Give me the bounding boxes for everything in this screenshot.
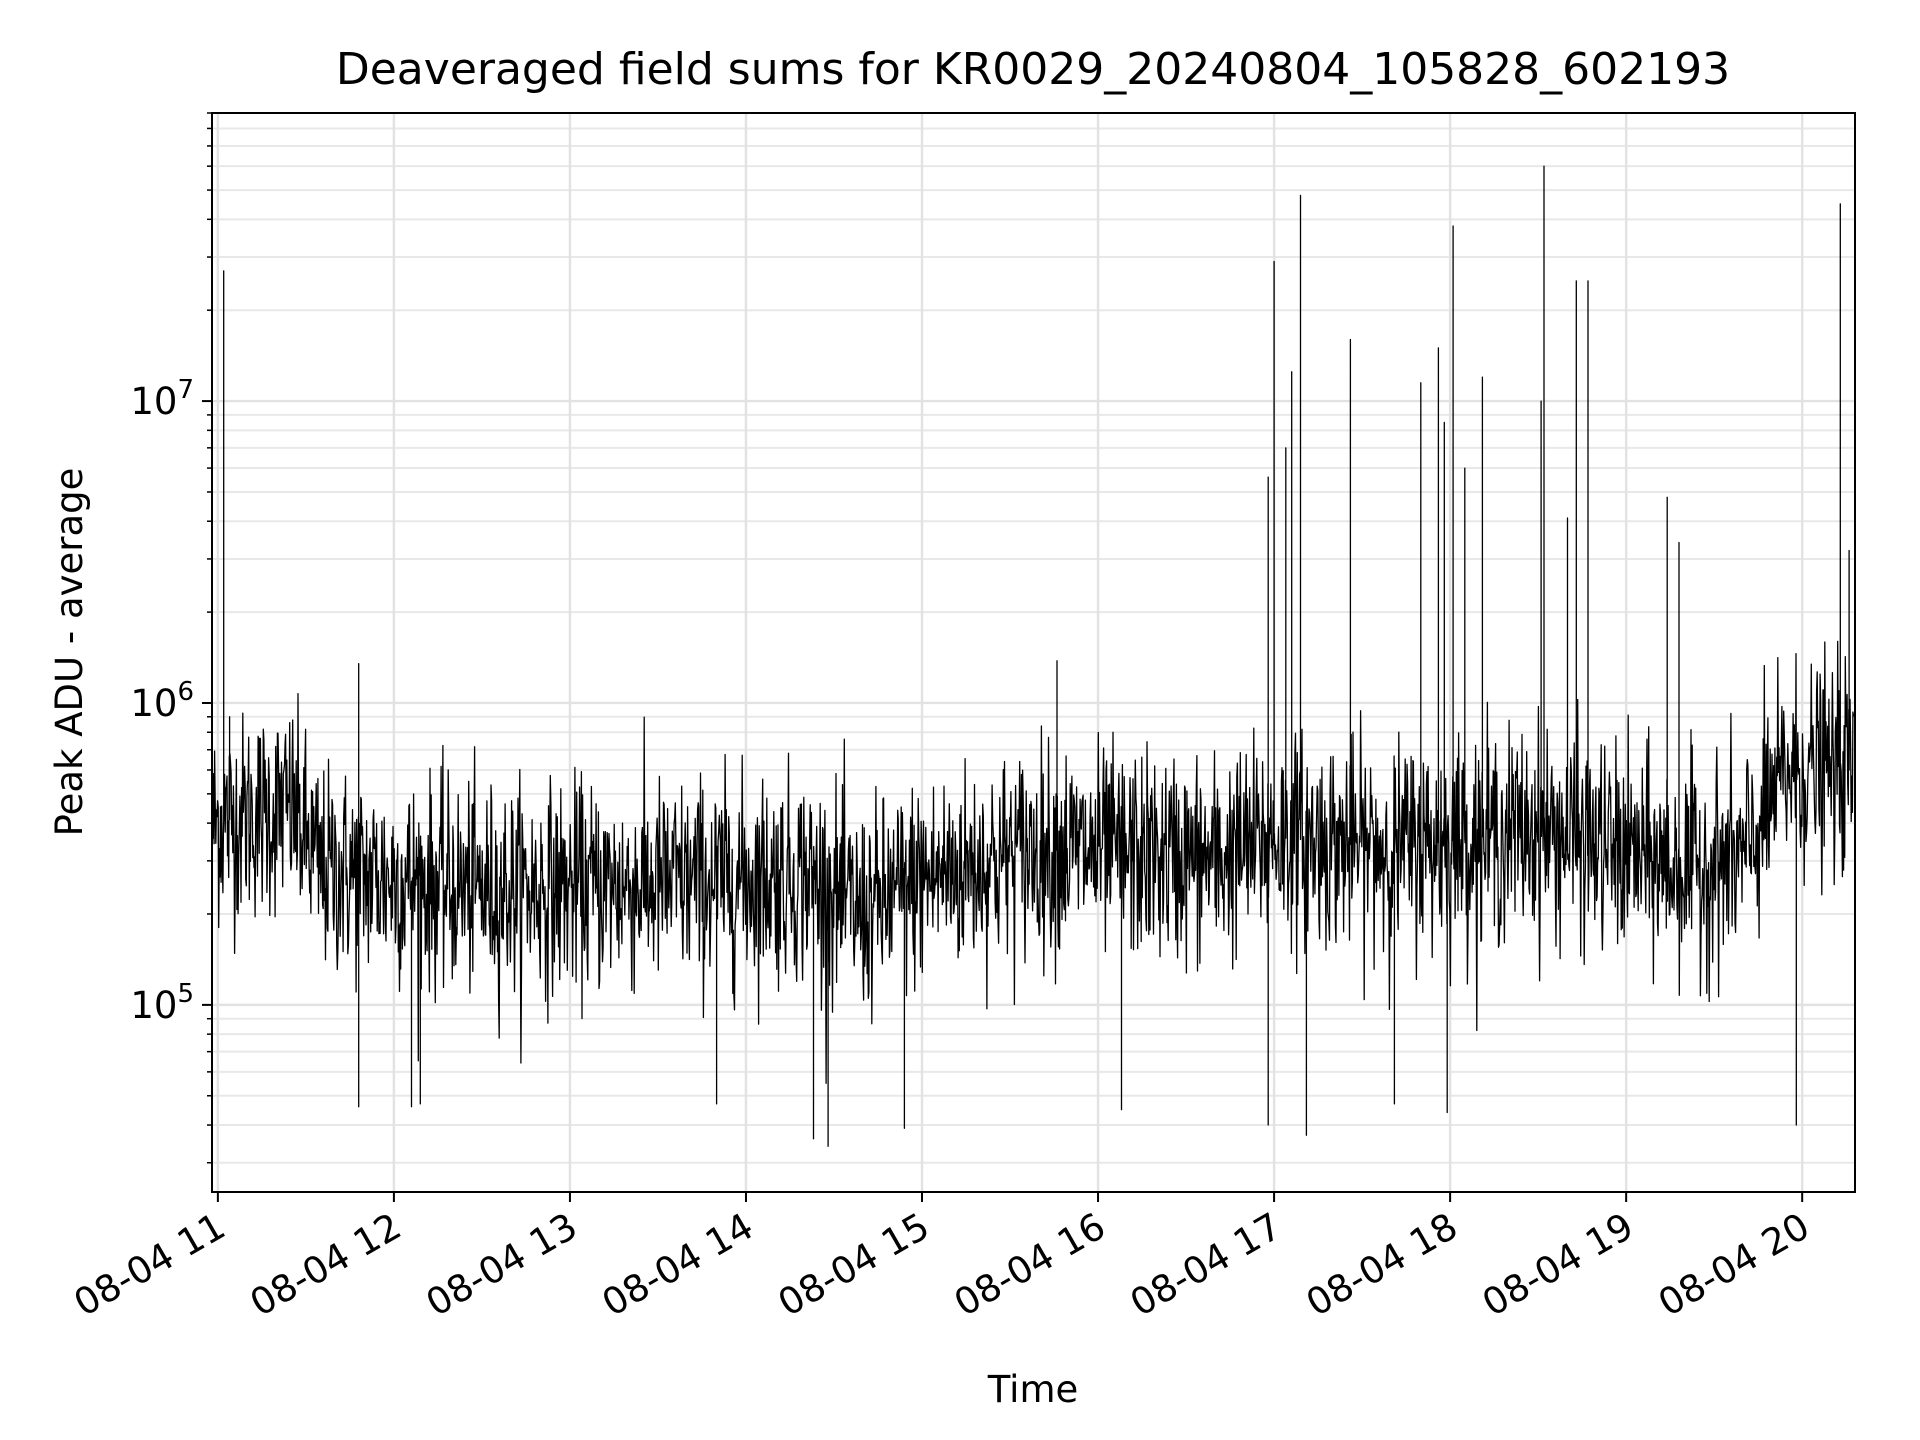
y-tick-label: 106 xyxy=(130,677,194,725)
grid-minor xyxy=(212,112,1855,1164)
x-axis-label: Time xyxy=(987,1368,1079,1411)
y-tick-label: 105 xyxy=(130,979,194,1027)
y-tick-label: 107 xyxy=(130,375,194,423)
y-axis-label: Peak ADU - average xyxy=(48,468,91,837)
grid-major xyxy=(212,113,1855,1192)
chart-title: Deaveraged field sums for KR0029_2024080… xyxy=(336,44,1730,95)
series-line xyxy=(212,165,1855,1147)
y-tick-labels: 105 106 107 xyxy=(130,375,194,1027)
series-layer xyxy=(212,165,1855,1147)
axis-ticks xyxy=(202,112,1804,1202)
plot-frame xyxy=(211,112,1856,1193)
